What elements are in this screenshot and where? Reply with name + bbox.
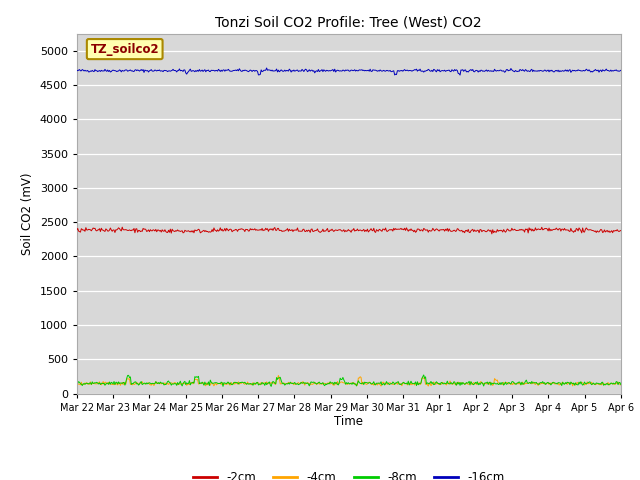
Text: TZ_soilco2: TZ_soilco2 [90,43,159,56]
Legend: -2cm, -4cm, -8cm, -16cm: -2cm, -4cm, -8cm, -16cm [188,466,509,480]
Title: Tonzi Soil CO2 Profile: Tree (West) CO2: Tonzi Soil CO2 Profile: Tree (West) CO2 [216,16,482,30]
Y-axis label: Soil CO2 (mV): Soil CO2 (mV) [21,172,34,255]
X-axis label: Time: Time [334,415,364,429]
